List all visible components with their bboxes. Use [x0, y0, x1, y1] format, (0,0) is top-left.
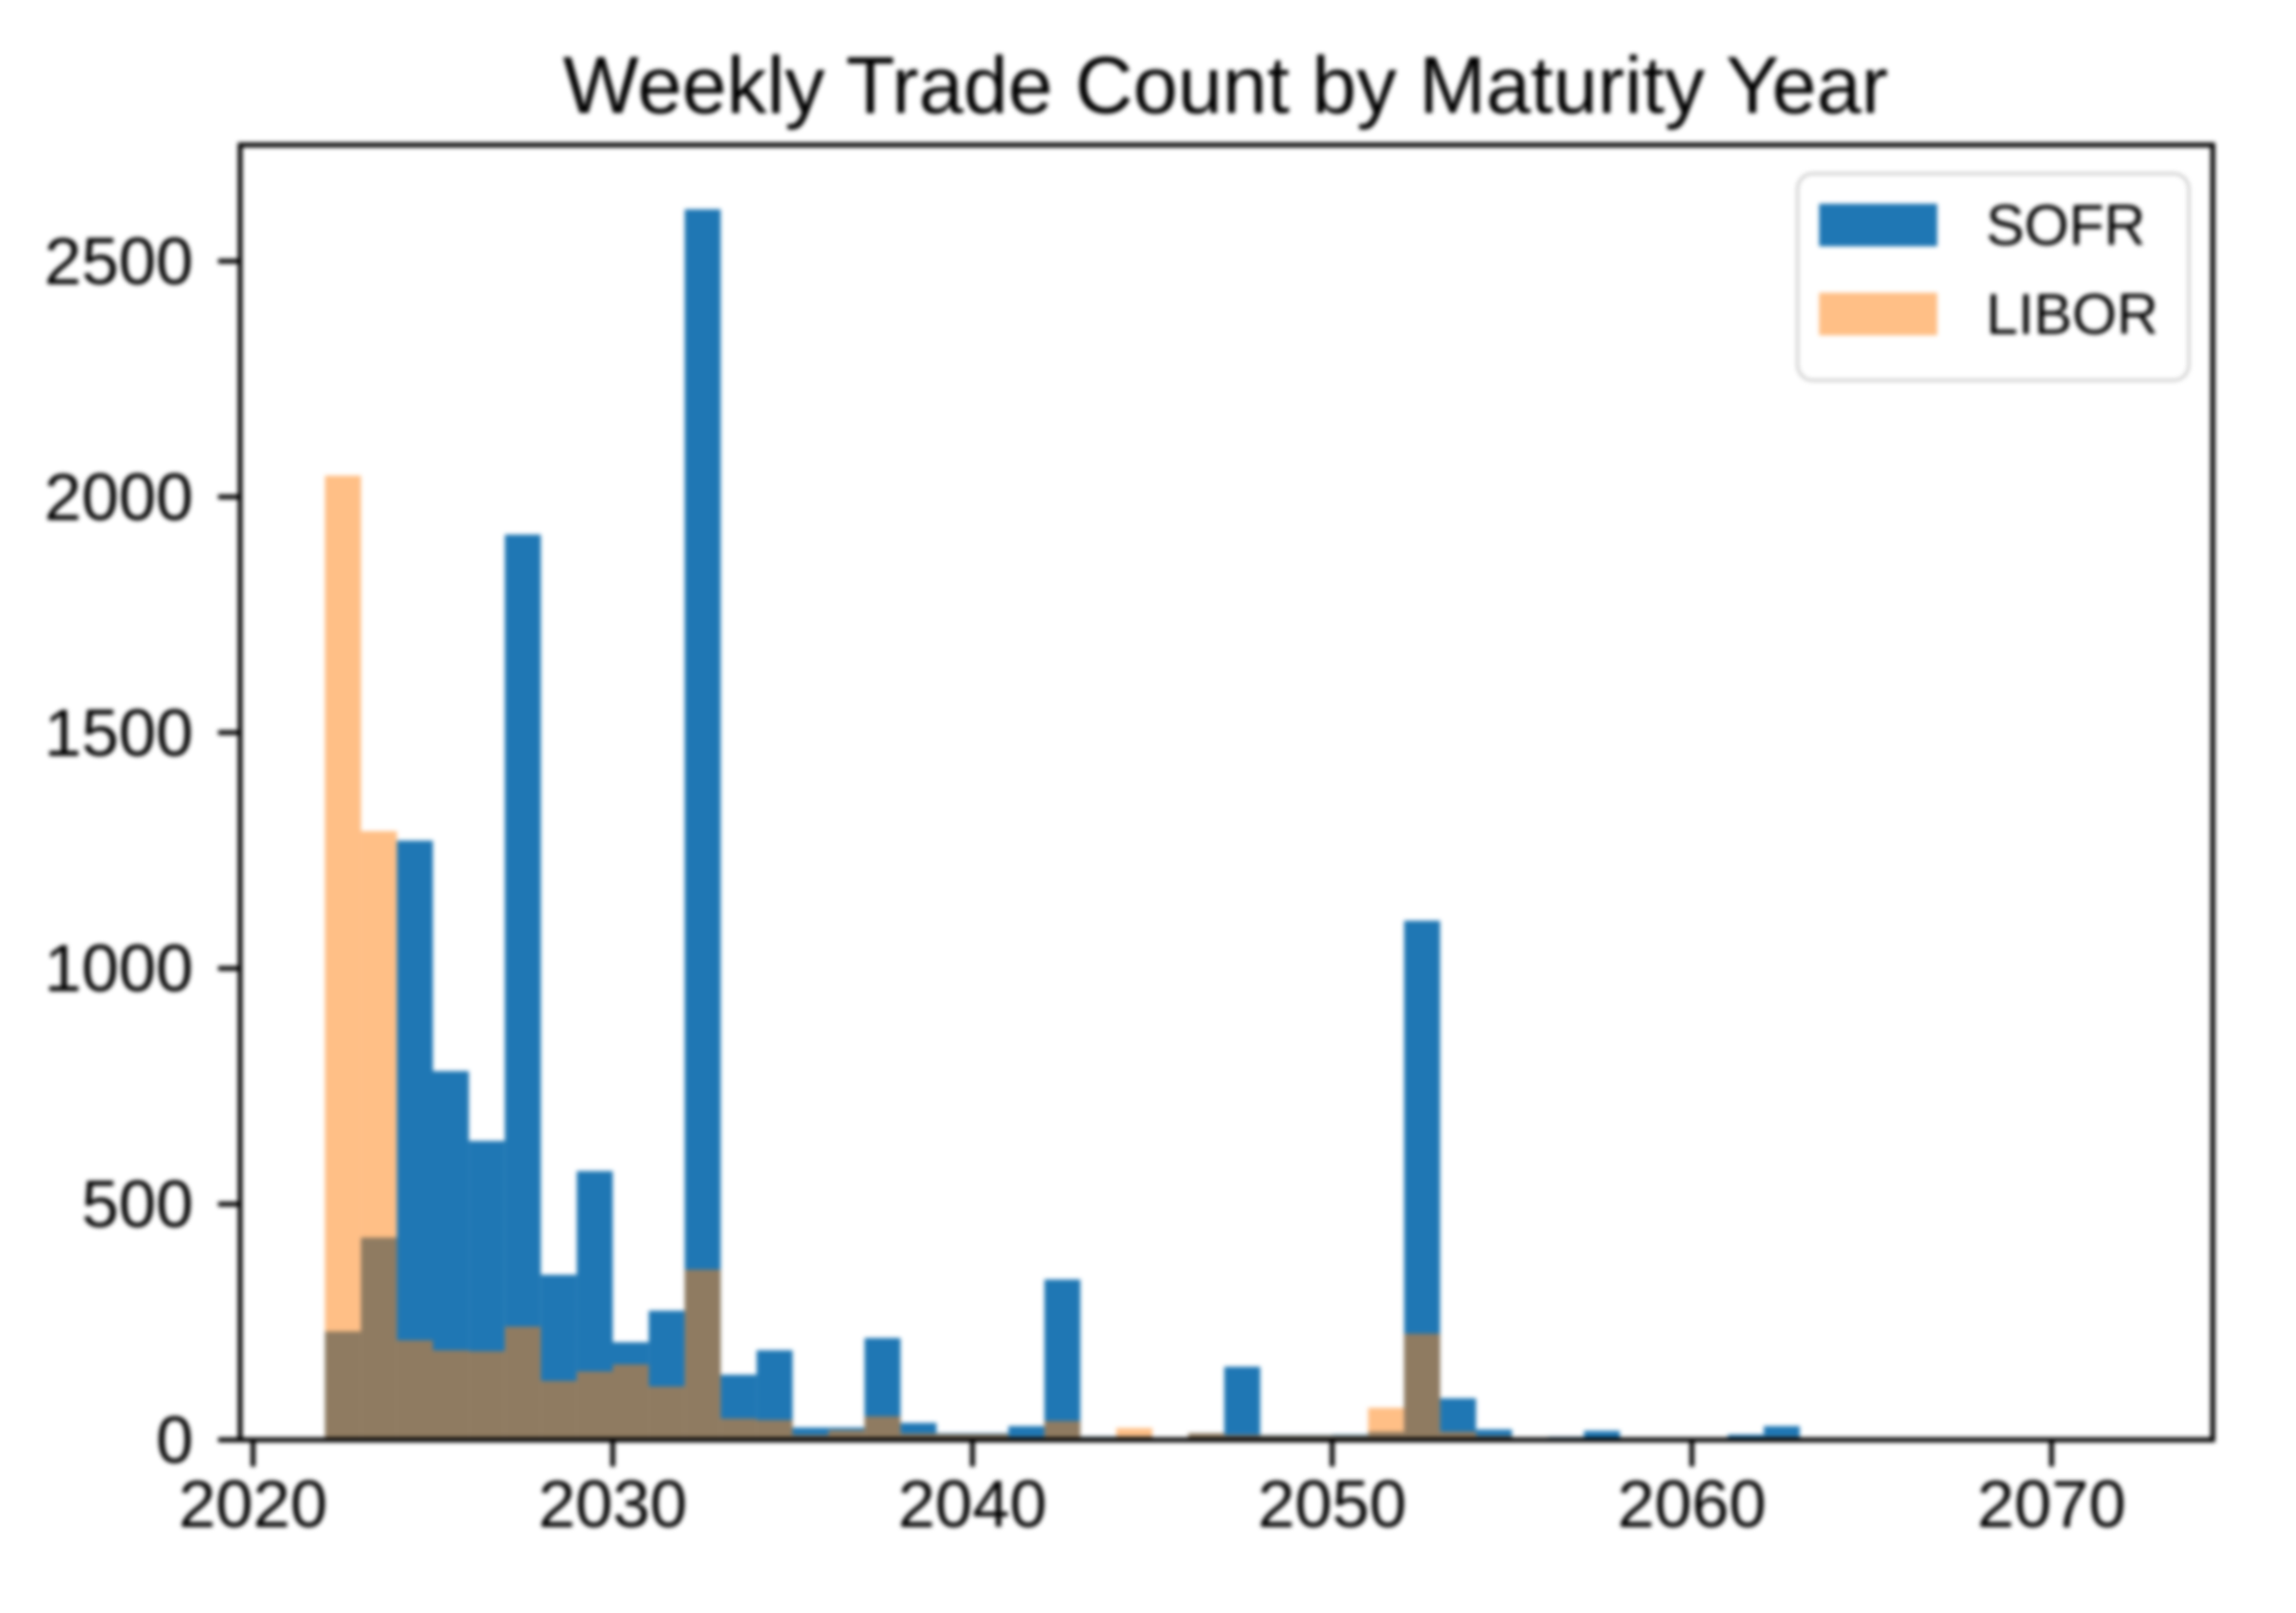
- svg-text:2050: 2050: [1258, 1467, 1407, 1541]
- svg-text:Weekly Trade Count by Maturity: Weekly Trade Count by Maturity Year: [563, 40, 1888, 130]
- svg-text:2070: 2070: [1977, 1467, 2127, 1541]
- svg-text:2060: 2060: [1618, 1467, 1767, 1541]
- svg-text:0: 0: [156, 1403, 193, 1477]
- svg-text:500: 500: [81, 1167, 193, 1242]
- svg-text:1000: 1000: [44, 931, 193, 1005]
- svg-text:2500: 2500: [44, 224, 193, 298]
- svg-text:2000: 2000: [44, 459, 193, 534]
- svg-text:SOFR: SOFR: [1986, 193, 2146, 257]
- svg-text:2030: 2030: [539, 1467, 688, 1541]
- svg-text:2020: 2020: [179, 1467, 328, 1541]
- svg-text:2040: 2040: [898, 1467, 1048, 1541]
- svg-text:LIBOR: LIBOR: [1986, 282, 2158, 346]
- svg-text:1500: 1500: [44, 696, 193, 770]
